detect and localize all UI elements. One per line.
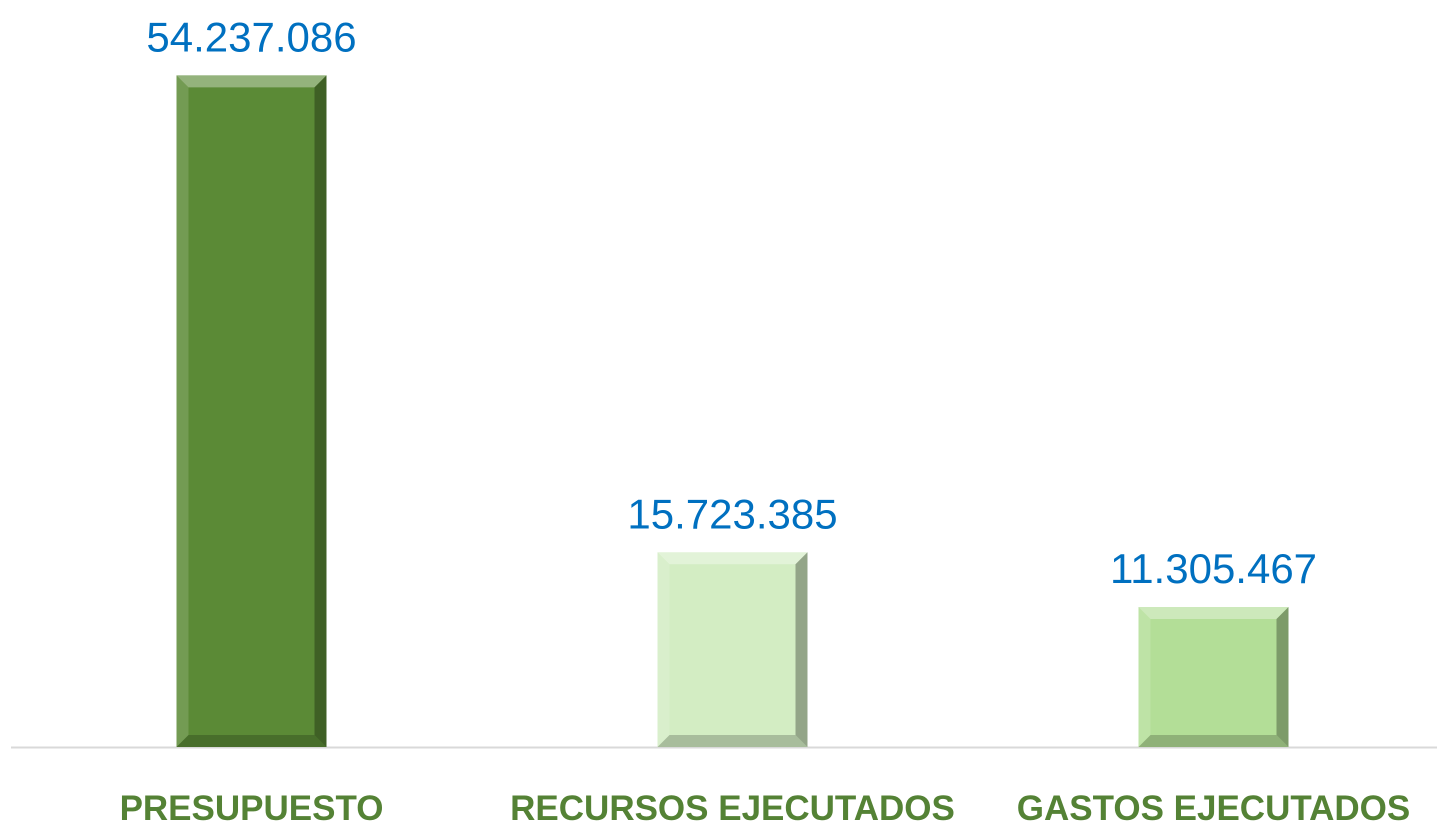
bar-bevel <box>657 735 808 747</box>
bar-bevel <box>176 735 327 747</box>
bar-bevel <box>657 552 808 565</box>
bar-bevel <box>657 552 670 747</box>
bar-bevel <box>1138 607 1151 747</box>
x-tick-label: RECURSOS EJECUTADOS <box>510 789 955 828</box>
bar-bevel <box>176 75 189 748</box>
bar <box>657 552 808 747</box>
bar-face <box>176 75 327 748</box>
bar-bevel <box>795 552 808 747</box>
bar-face <box>1138 607 1289 747</box>
data-label: 15.723.385 <box>627 490 837 537</box>
data-label: 11.305.467 <box>1110 545 1317 592</box>
bar-face <box>657 552 808 747</box>
bar <box>176 75 327 748</box>
data-label: 54.237.086 <box>146 13 356 60</box>
bar-bevel <box>314 75 327 748</box>
bar-bevel <box>1138 735 1289 747</box>
x-tick-label: GASTOS EJECUTADOS <box>1017 789 1411 828</box>
bar <box>1138 607 1289 747</box>
bar-bevel <box>1276 607 1289 747</box>
bar-bevel <box>176 75 327 88</box>
x-tick-label: PRESUPUESTO <box>120 789 384 828</box>
bar-bevel <box>1138 607 1289 620</box>
